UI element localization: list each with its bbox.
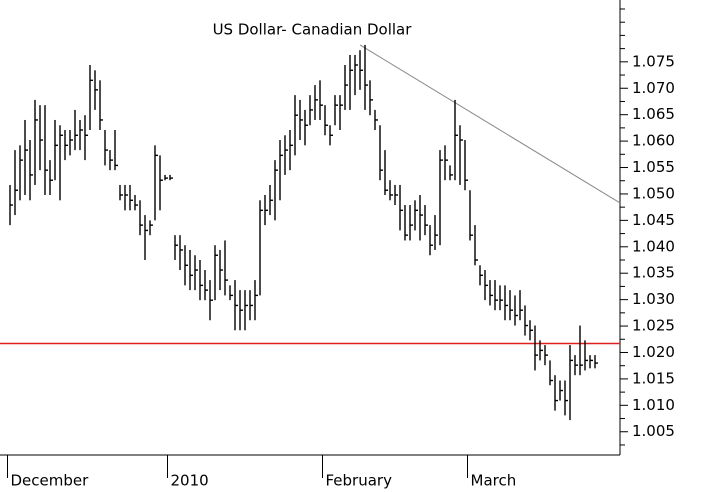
x-tick-label: February: [326, 472, 393, 490]
y-tick-label: 1.025: [632, 317, 675, 335]
chart-title: US Dollar- Canadian Dollar: [213, 21, 413, 39]
y-tick-label: 1.065: [632, 105, 675, 123]
y-tick-label: 1.050: [632, 184, 675, 202]
y-tick-label: 1.045: [632, 211, 675, 229]
y-tick-label: 1.035: [632, 264, 675, 282]
y-tick-label: 1.020: [632, 343, 675, 361]
trend-line: [359, 44, 621, 204]
x-tick-label: 2010: [171, 472, 209, 490]
x-tick-label: December: [11, 472, 90, 490]
x-tick-label: March: [471, 472, 517, 490]
y-tick-label: 1.070: [632, 79, 675, 97]
y-tick-label: 1.055: [632, 158, 675, 176]
y-tick-label: 1.010: [632, 396, 675, 414]
y-tick-label: 1.005: [632, 422, 675, 440]
y-tick-label: 1.075: [632, 52, 675, 70]
y-tick-label: 1.015: [632, 369, 675, 387]
y-tick-label: 1.060: [632, 132, 675, 150]
y-tick-label: 1.030: [632, 290, 675, 308]
y-tick-label: 1.040: [632, 237, 675, 255]
